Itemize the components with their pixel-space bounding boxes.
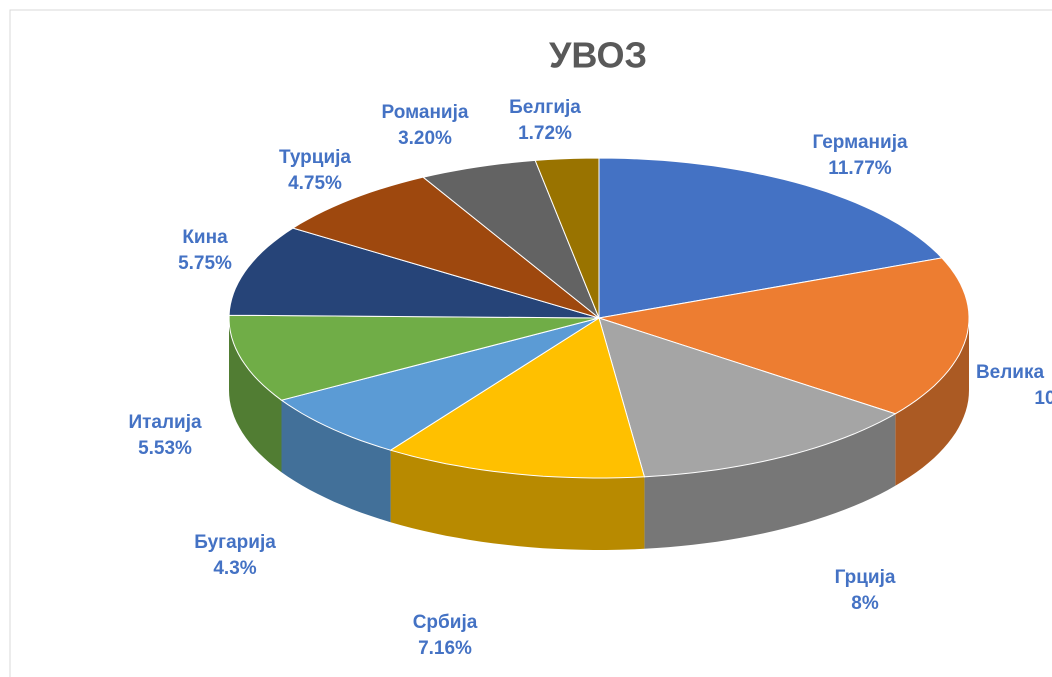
data-label-value: 1.72% <box>518 123 572 144</box>
data-label-value: 4.3% <box>213 558 256 579</box>
data-label-value: 11.77% <box>828 158 891 179</box>
data-label-value: 3.20% <box>398 128 452 149</box>
data-label-value: 4.75% <box>288 173 342 194</box>
slice <box>389 317 646 479</box>
slice-side <box>390 450 645 550</box>
slice <box>291 176 600 319</box>
slice <box>598 317 897 478</box>
data-label-value: 5.53% <box>138 438 192 459</box>
slice <box>421 159 601 320</box>
slice-side <box>644 413 896 549</box>
data-label-value: 5.75% <box>178 253 232 274</box>
slice-side <box>895 318 969 486</box>
labels: Германија 11.77% Велика 10 Грција 8% Србија 7.1… <box>128 97 1052 659</box>
data-label-name: Италија <box>128 412 202 433</box>
data-label-name: Бугарија <box>194 532 276 553</box>
data-label-name: Романија <box>382 102 469 123</box>
data-label-value: 7.16% <box>418 638 472 659</box>
slice-side <box>281 400 391 523</box>
data-label-name: Грција <box>835 567 896 588</box>
data-label-value: 10 <box>1034 388 1052 409</box>
slice <box>598 157 943 319</box>
data-label-name: Турција <box>279 147 351 168</box>
slice <box>228 227 600 319</box>
data-label-name: Велика <box>976 362 1045 383</box>
data-label-name: Германија <box>812 132 908 153</box>
data-label-name: Кина <box>182 227 228 248</box>
slice <box>598 257 970 415</box>
data-label-name: Србија <box>413 612 478 633</box>
slice <box>280 317 600 451</box>
slice <box>228 314 600 401</box>
chart-title: УВОЗ <box>549 35 647 76</box>
slice <box>534 157 600 319</box>
pie-sides <box>229 318 969 550</box>
pie-tops <box>228 157 970 479</box>
data-label-value: 8% <box>851 593 879 614</box>
data-label-name: Белгија <box>509 97 581 118</box>
slice-side <box>229 318 282 473</box>
